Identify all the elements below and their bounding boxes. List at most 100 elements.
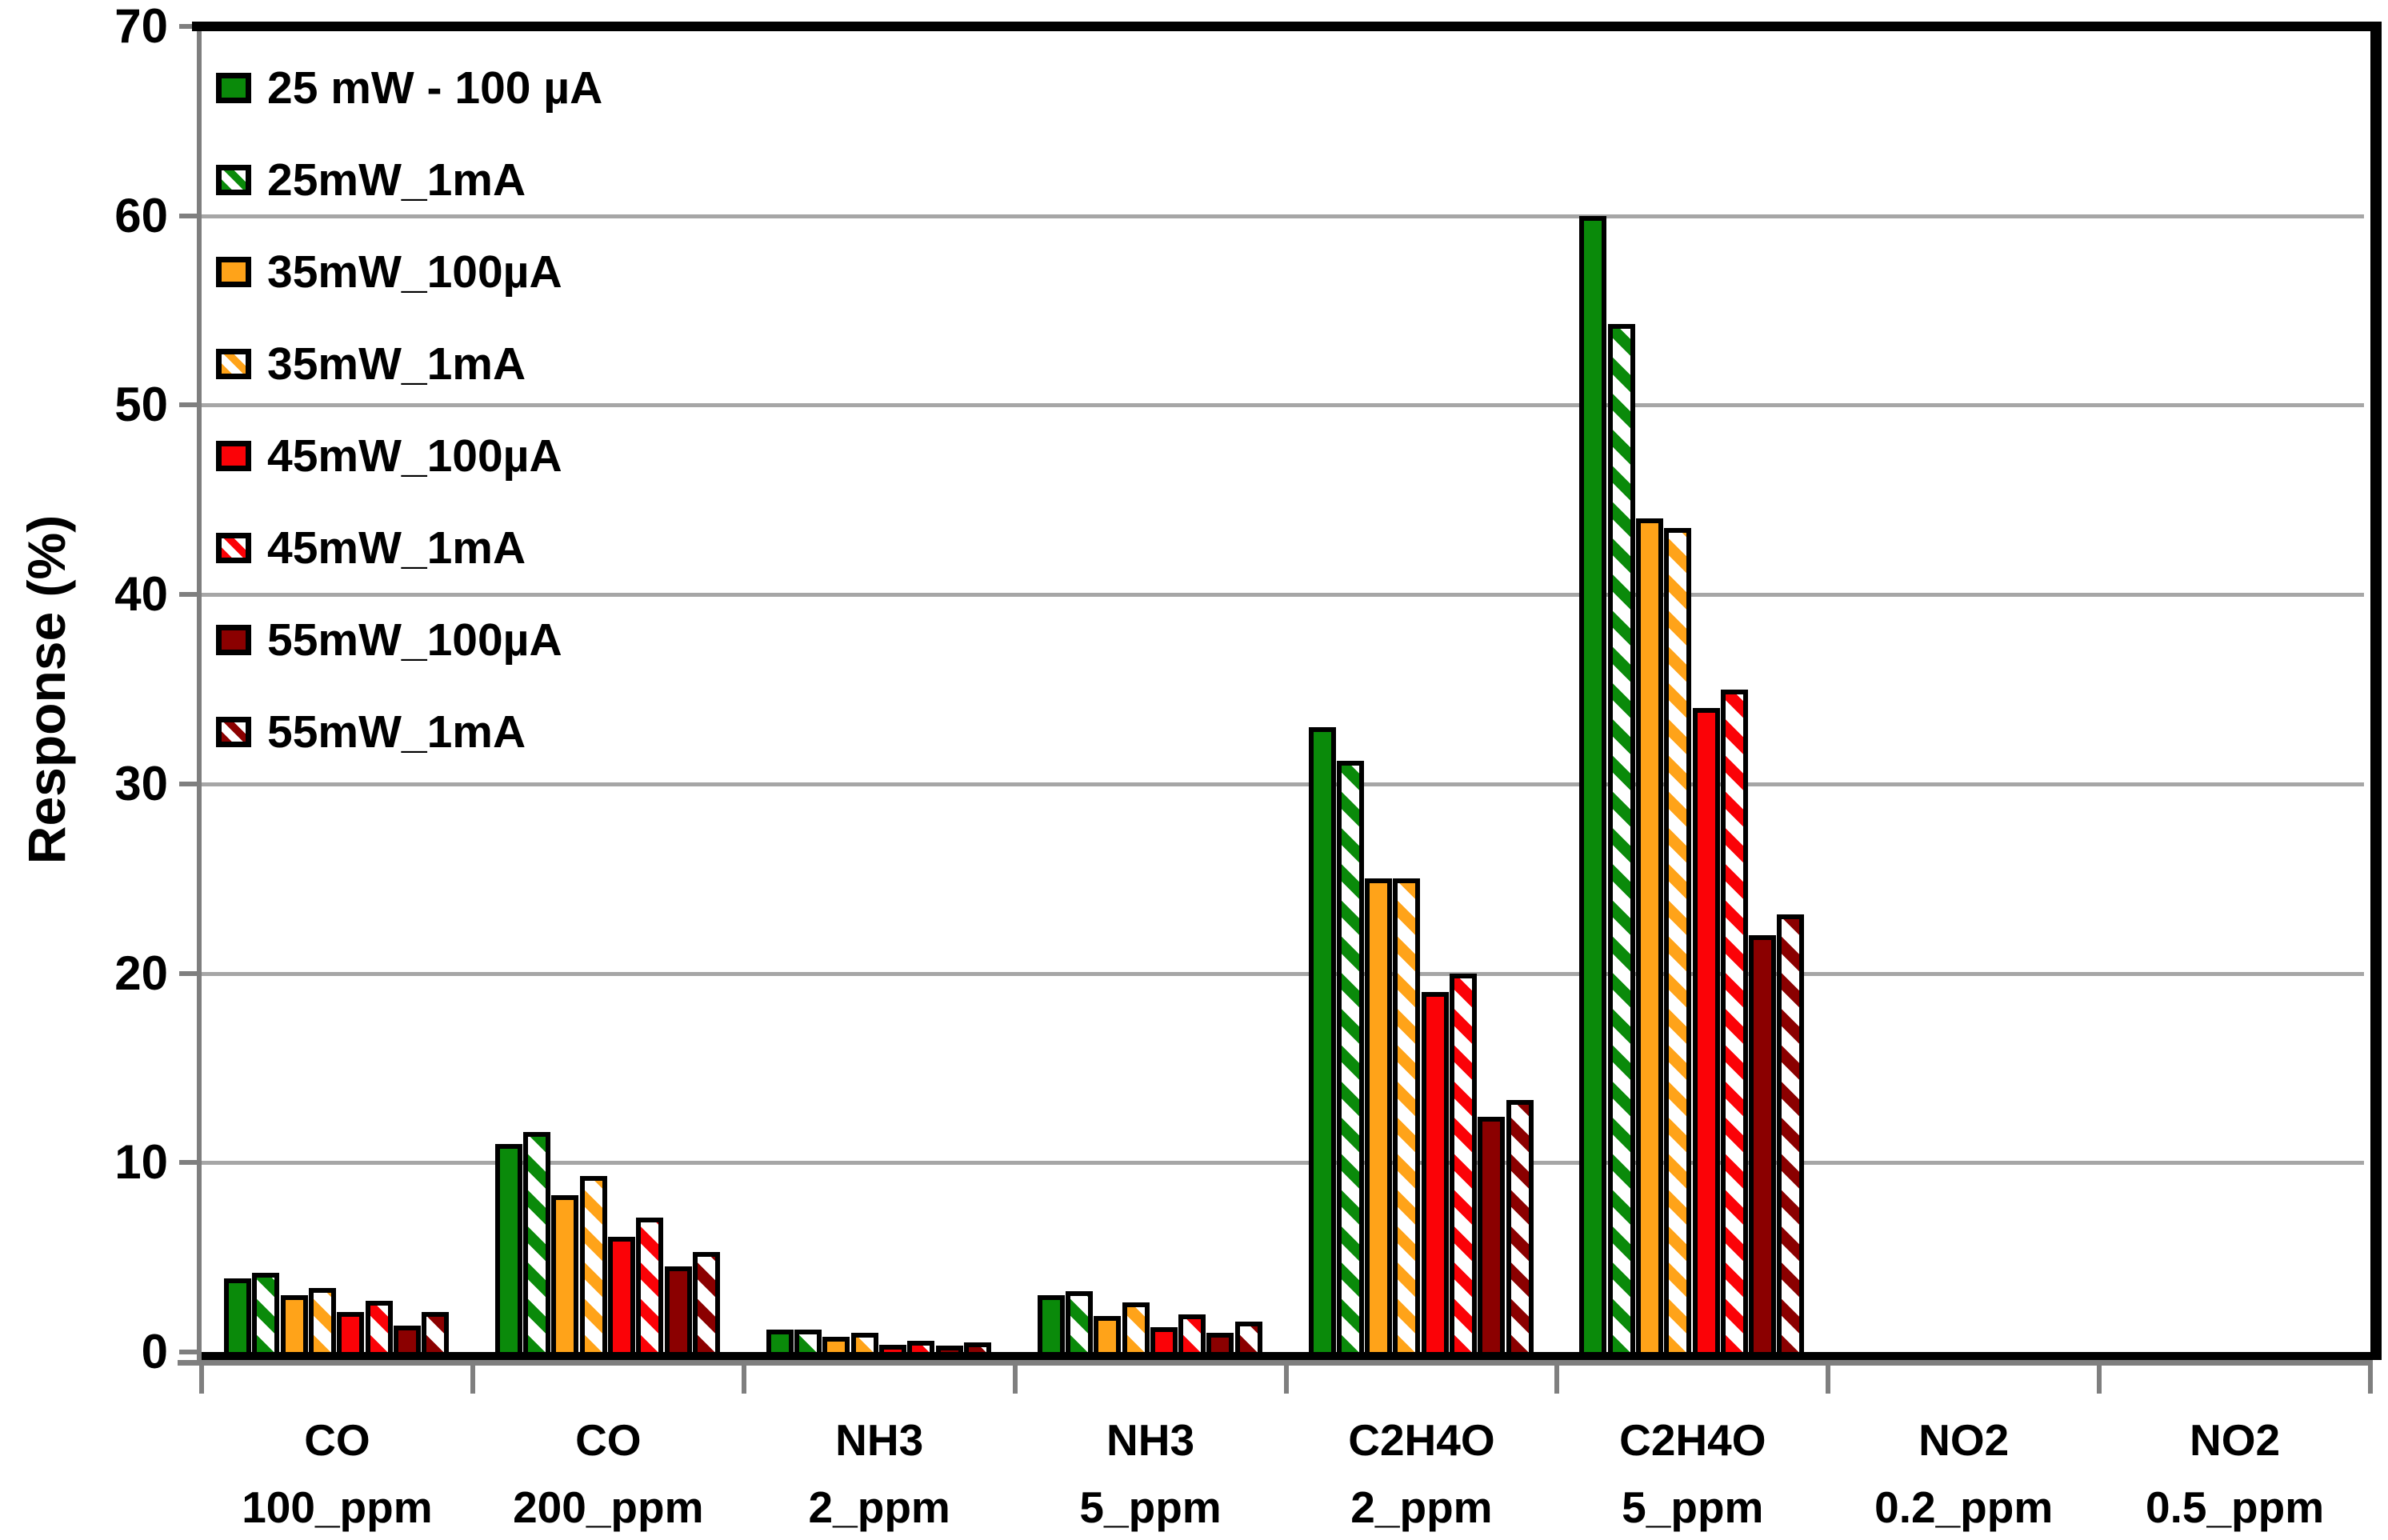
bar-CO-100_ppm-s7 xyxy=(393,1325,421,1352)
legend-label: 25 mW - 100 µA xyxy=(267,62,603,114)
bar-CO-100_ppm-s3 xyxy=(280,1294,308,1352)
y-axis-tick xyxy=(179,24,200,29)
category-concentration: 0.5_ppm xyxy=(2145,1482,2325,1532)
bar-CO-200_ppm-s6 xyxy=(636,1217,664,1352)
bar-C2H4O-5_ppm-s1 xyxy=(1579,215,1607,1352)
x-category-label: NO2 0.5_ppm xyxy=(2099,1406,2370,1540)
bar-CO-200_ppm-s3 xyxy=(551,1194,579,1352)
bar-C2H4O-5_ppm-s4 xyxy=(1664,528,1692,1352)
bar-C2H4O-2_ppm-s5 xyxy=(1421,992,1449,1352)
category-gas: NO2 xyxy=(2190,1415,2281,1465)
legend-label: 55mW_100µA xyxy=(267,614,562,666)
x-category-label: NH3 2_ppm xyxy=(744,1406,1015,1540)
category-gas: NH3 xyxy=(1106,1415,1195,1465)
plot-border-top xyxy=(192,22,2382,31)
bar-C2H4O-2_ppm-s3 xyxy=(1365,878,1393,1352)
category-gas: C2H4O xyxy=(1348,1415,1495,1465)
bar-C2H4O-2_ppm-s2 xyxy=(1336,761,1364,1352)
y-axis-tick-label: 50 xyxy=(114,378,168,432)
bar-C2H4O-5_ppm-s2 xyxy=(1607,323,1635,1352)
category-gas: C2H4O xyxy=(1619,1415,1766,1465)
gridline xyxy=(202,971,2364,976)
gridline xyxy=(202,1161,2364,1166)
y-axis-tick-label: 70 xyxy=(114,0,168,53)
y-axis-tick xyxy=(179,402,200,408)
x-axis-tick xyxy=(199,1360,204,1394)
legend-swatch xyxy=(216,165,251,195)
category-concentration: 5_ppm xyxy=(1079,1482,1222,1532)
y-axis-tick xyxy=(179,781,200,786)
bar-C2H4O-2_ppm-s6 xyxy=(1450,973,1477,1352)
bar-C2H4O-2_ppm-s1 xyxy=(1308,726,1336,1352)
legend-swatch xyxy=(216,73,251,103)
bar-CO-200_ppm-s2 xyxy=(523,1132,551,1352)
bar-CO-100_ppm-s8 xyxy=(422,1312,450,1352)
bar-NH3-5_ppm-s3 xyxy=(1094,1316,1122,1352)
plot-border-right xyxy=(2370,22,2382,1360)
bar-C2H4O-5_ppm-s3 xyxy=(1635,518,1663,1352)
legend-label: 25mW_1mA xyxy=(267,154,526,206)
y-axis-tick xyxy=(179,213,200,218)
legend-swatch xyxy=(216,717,251,747)
bar-CO-100_ppm-s2 xyxy=(252,1272,280,1352)
y-axis-tick-label: 20 xyxy=(114,946,168,1000)
legend-label: 35mW_1mA xyxy=(267,338,526,390)
legend-swatch xyxy=(216,349,251,379)
y-axis-tick xyxy=(179,1160,200,1166)
category-concentration: 2_ppm xyxy=(1350,1482,1493,1532)
legend-swatch xyxy=(216,257,251,287)
x-category-label: NO2 0.2_ppm xyxy=(1828,1406,2099,1540)
category-concentration: 0.2_ppm xyxy=(1874,1482,2054,1532)
x-category-label: CO 200_ppm xyxy=(473,1406,744,1540)
category-concentration: 2_ppm xyxy=(808,1482,950,1532)
bar-NH3-2_ppm-s2 xyxy=(794,1329,822,1352)
x-axis-tick xyxy=(2097,1360,2102,1394)
bar-NH3-5_ppm-s4 xyxy=(1122,1302,1150,1352)
bar-C2H4O-2_ppm-s4 xyxy=(1393,878,1421,1352)
y-axis-tick-label: 0 xyxy=(141,1325,168,1378)
bar-NH3-2_ppm-s3 xyxy=(822,1337,850,1352)
category-concentration: 100_ppm xyxy=(242,1482,433,1532)
bar-CO-200_ppm-s5 xyxy=(608,1236,636,1352)
bar-NH3-5_ppm-s2 xyxy=(1065,1291,1093,1352)
bar-NH3-5_ppm-s6 xyxy=(1178,1314,1206,1352)
bar-NH3-5_ppm-s1 xyxy=(1037,1294,1065,1352)
y-axis-tick xyxy=(179,970,200,976)
category-gas: CO xyxy=(575,1415,642,1465)
bar-CO-100_ppm-s6 xyxy=(365,1301,393,1352)
gridline xyxy=(202,403,2364,408)
bar-NH3-5_ppm-s8 xyxy=(1234,1322,1262,1352)
bar-NH3-2_ppm-s5 xyxy=(878,1344,906,1352)
category-gas: CO xyxy=(304,1415,370,1465)
bar-C2H4O-2_ppm-s8 xyxy=(1506,1100,1534,1352)
x-category-label: CO 100_ppm xyxy=(202,1406,473,1540)
x-category-label: C2H4O 5_ppm xyxy=(1557,1406,1828,1540)
legend-swatch xyxy=(216,625,251,655)
legend-swatch xyxy=(216,441,251,471)
x-axis-tick xyxy=(470,1360,475,1394)
x-axis-tick xyxy=(1554,1360,1560,1394)
y-axis-tick xyxy=(179,1350,200,1354)
y-axis-tick xyxy=(179,592,200,598)
bar-NH3-5_ppm-s7 xyxy=(1206,1333,1234,1352)
y-axis-line xyxy=(197,26,202,1366)
y-axis-tick-label: 30 xyxy=(114,756,168,810)
bar-NH3-2_ppm-s6 xyxy=(907,1340,935,1352)
bar-C2H4O-5_ppm-s6 xyxy=(1720,689,1748,1352)
bar-C2H4O-5_ppm-s7 xyxy=(1749,935,1777,1352)
x-axis-tick xyxy=(1012,1360,1018,1394)
legend-label: 45mW_100µA xyxy=(267,430,562,482)
legend-label: 55mW_1mA xyxy=(267,706,526,758)
x-axis-tick xyxy=(741,1360,746,1394)
bar-CO-100_ppm-s1 xyxy=(224,1278,251,1352)
gridline xyxy=(202,782,2364,786)
bar-CO-200_ppm-s8 xyxy=(692,1251,720,1352)
bar-C2H4O-5_ppm-s5 xyxy=(1692,708,1720,1352)
y-axis-tick-label: 60 xyxy=(114,188,168,242)
y-axis-tick-label: 10 xyxy=(114,1135,168,1190)
x-axis-tick xyxy=(1826,1360,1831,1394)
category-gas: NH3 xyxy=(835,1415,924,1465)
bar-NH3-2_ppm-s1 xyxy=(766,1329,794,1352)
bar-C2H4O-5_ppm-s8 xyxy=(1777,914,1805,1352)
